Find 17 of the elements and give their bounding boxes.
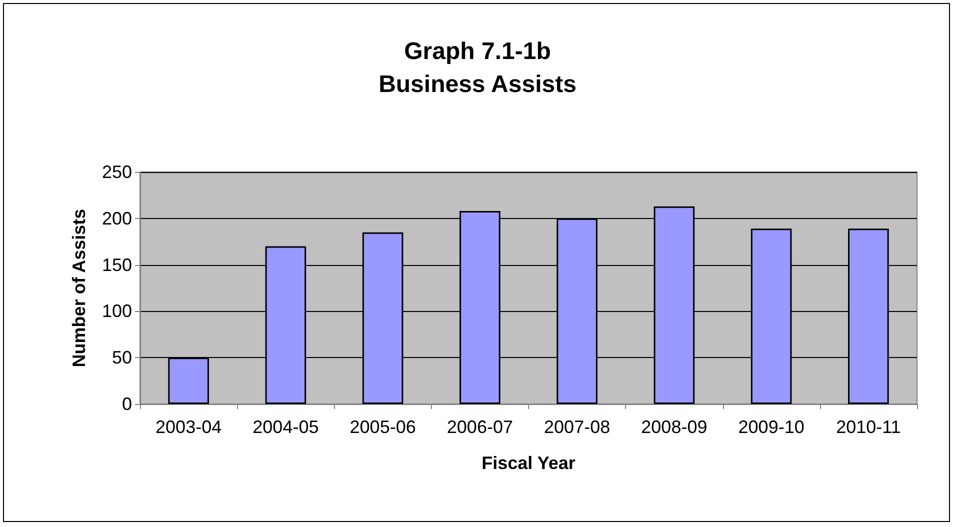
- x-tick-label: 2009-10: [738, 417, 804, 437]
- x-tick-label: 2005-06: [350, 417, 416, 437]
- y-tick-label: 0: [122, 394, 132, 414]
- x-axis-title: Fiscal Year: [482, 453, 576, 473]
- chart-title: Graph 7.1-1b Business Assists: [378, 38, 576, 98]
- y-tick-label: 150: [102, 254, 132, 275]
- y-axis-title: Number of Assists: [69, 208, 89, 368]
- y-tick-label: 100: [102, 301, 132, 322]
- x-tick-label: 2006-07: [446, 417, 513, 437]
- y-tick-label: 250: [102, 162, 132, 182]
- x-tick-label: 2004-05: [252, 417, 319, 437]
- x-tick-label: 2007-08: [544, 417, 610, 437]
- y-tick-label: 200: [102, 208, 132, 228]
- x-tick-label: 2008-09: [641, 417, 708, 437]
- x-tick-label: 2003-04: [156, 417, 222, 437]
- y-tick-label: 50: [112, 348, 132, 368]
- x-tick-label: 2010-11: [836, 417, 901, 437]
